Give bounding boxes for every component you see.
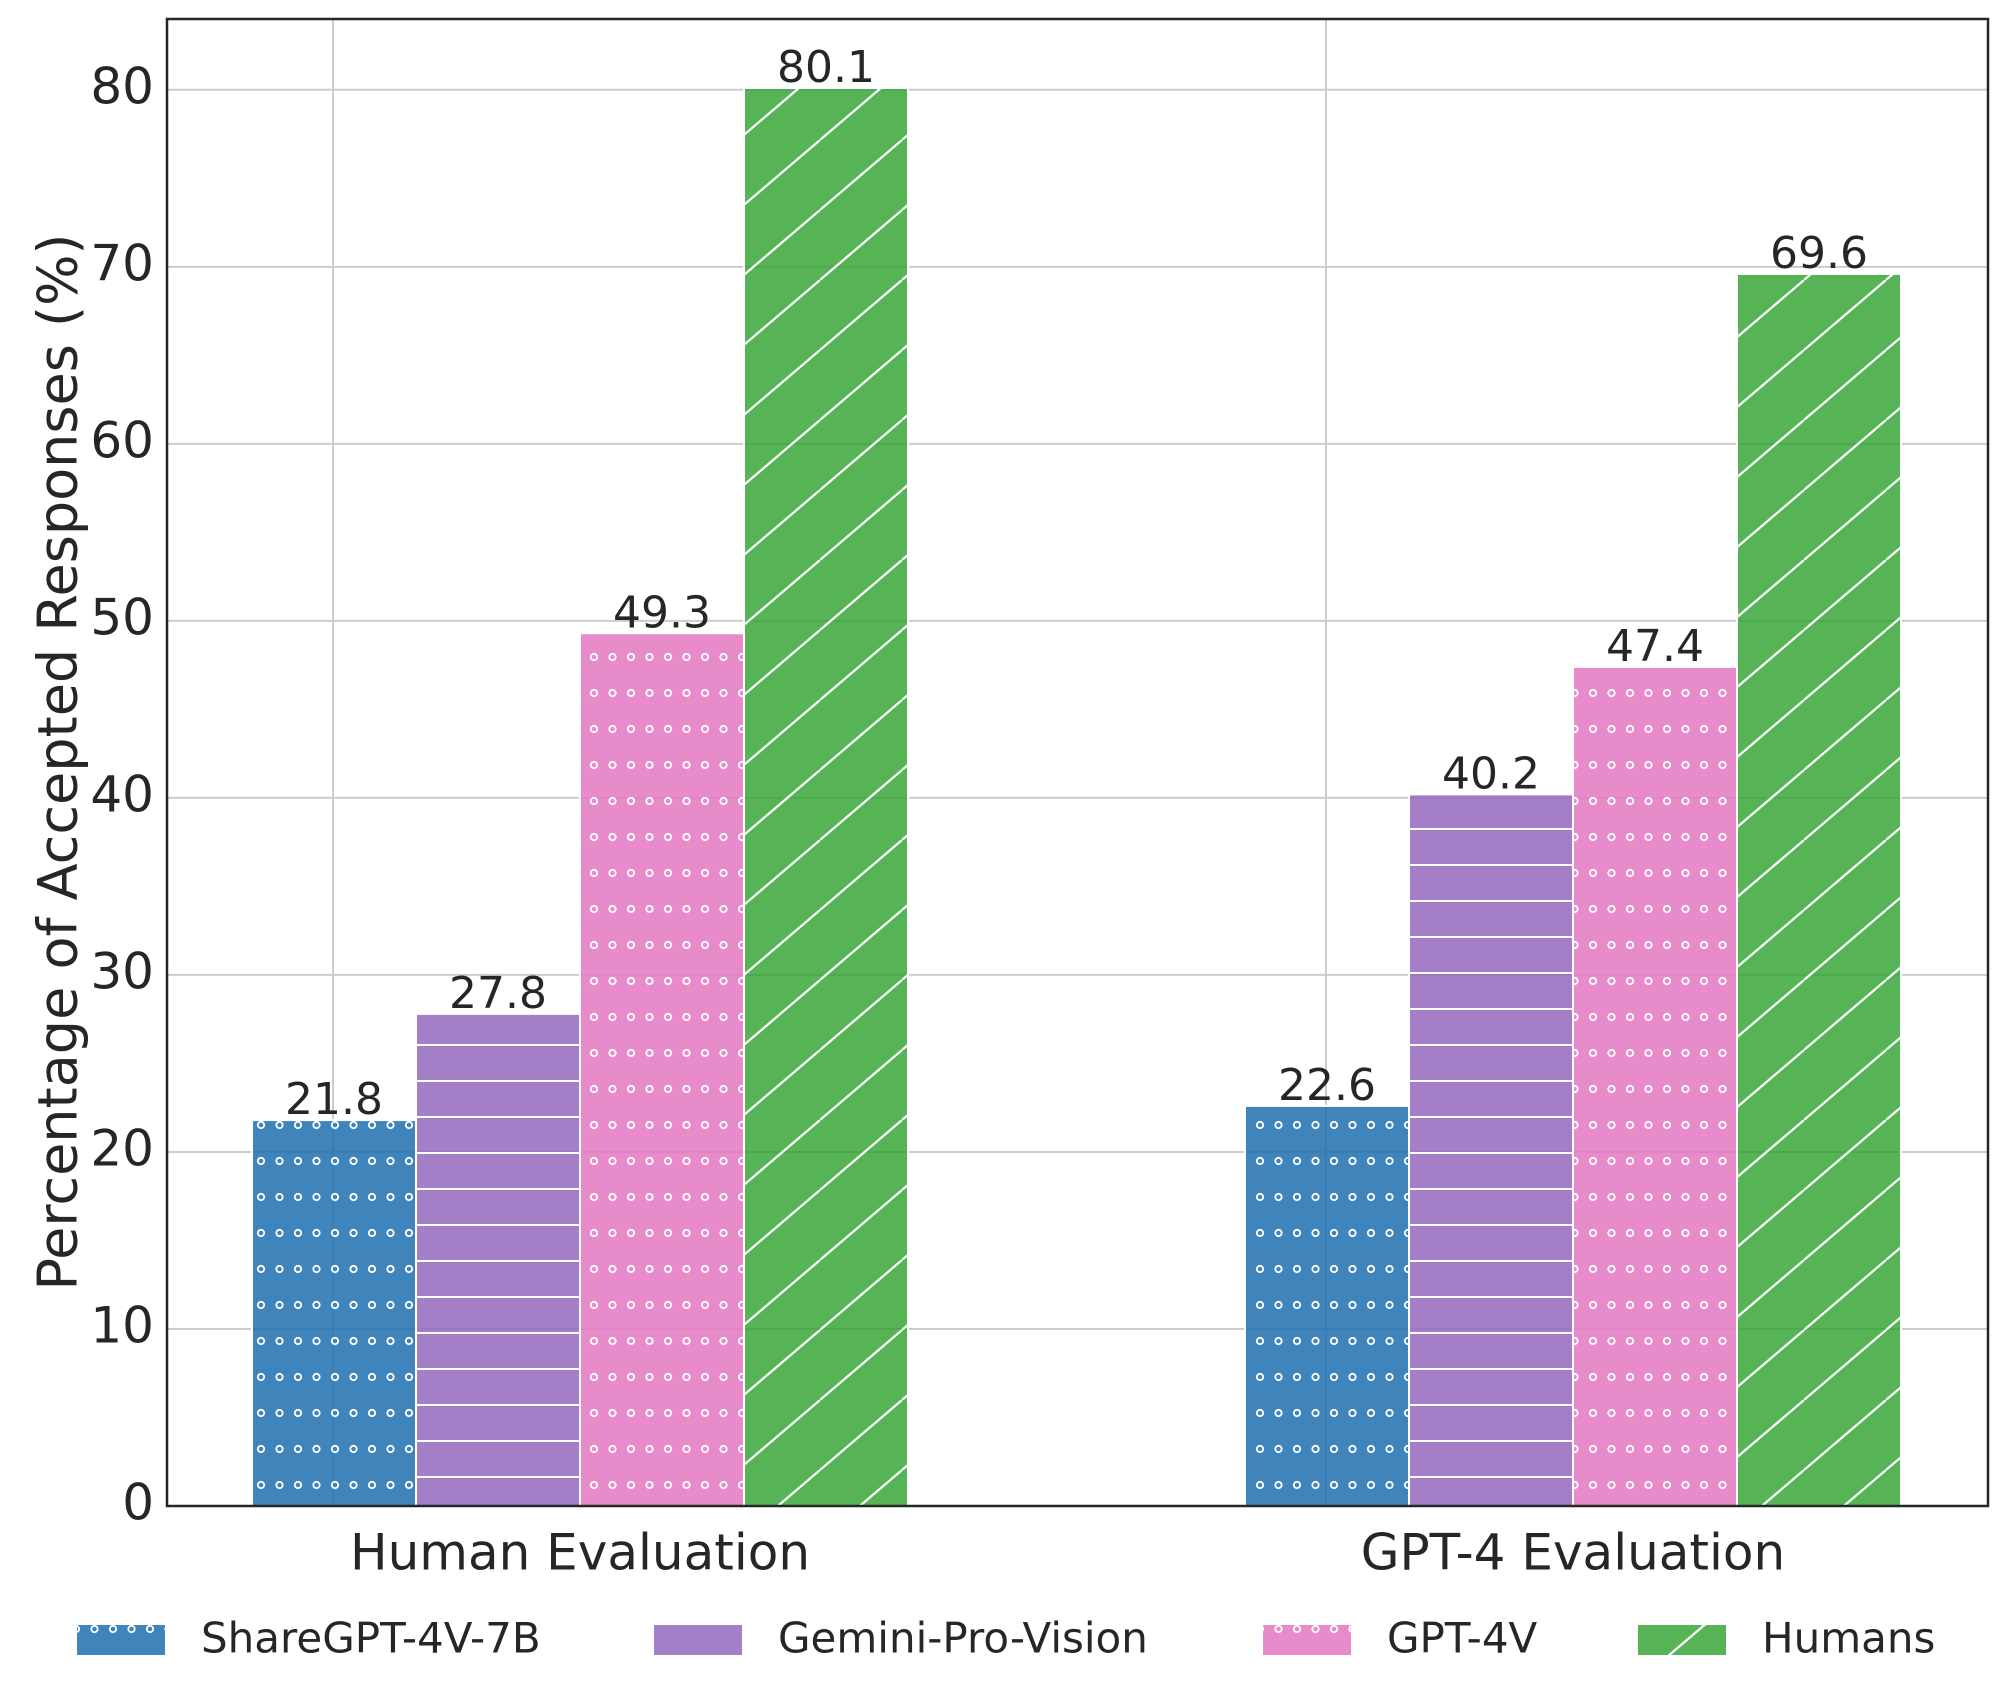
data-label: 27.8 <box>449 968 547 1019</box>
legend-item-gemini-pro-vision: Gemini-Pro-Vision <box>654 1614 1148 1663</box>
bars <box>251 87 1902 1508</box>
bar-hatch <box>252 1120 416 1506</box>
bar-sharegpt-4v-7b-1 <box>251 1119 417 1508</box>
y-tick-label: 50 <box>90 588 154 646</box>
bar-hatch <box>744 88 908 1506</box>
legend-swatch-hatch <box>1638 1625 1726 1655</box>
bar-hatch <box>1409 794 1573 1506</box>
y-axis-ticks: 0 10 20 30 40 50 60 70 80 <box>90 57 154 1531</box>
legend-label: Gemini-Pro-Vision <box>778 1614 1148 1663</box>
bar-hatch <box>1573 666 1737 1506</box>
y-axis-label: Percentage of Accepted Responses (%) <box>27 234 90 1291</box>
bar-humans-1 <box>743 87 909 1507</box>
legend-item-gpt-4v: GPT-4V <box>1263 1614 1538 1663</box>
legend-item-sharegpt-4v-7b: ShareGPT-4V-7B <box>77 1614 541 1663</box>
bar-hatch <box>1737 273 1901 1506</box>
legend-swatch-hatch <box>1263 1625 1351 1655</box>
x-tick-label: GPT-4 Evaluation <box>1361 1524 1785 1582</box>
legend-label: GPT-4V <box>1387 1614 1538 1663</box>
bar-hatch <box>1245 1105 1409 1506</box>
y-tick-label: 30 <box>90 942 154 1000</box>
y-tick-label: 60 <box>90 411 154 469</box>
y-tick-label: 10 <box>90 1296 154 1354</box>
legend: ShareGPT-4V-7B Gemini-Pro-Vision GPT-4V Hum… <box>77 1614 1935 1663</box>
plot-frame <box>165 17 1990 1508</box>
data-label: 47.4 <box>1606 621 1704 672</box>
legend-label: ShareGPT-4V-7B <box>201 1614 541 1663</box>
bar-hatch <box>580 633 744 1506</box>
bar-gpt-4v-2 <box>1572 665 1738 1507</box>
data-label: 22.6 <box>1278 1060 1376 1111</box>
legend-item-humans: Humans <box>1638 1614 1935 1663</box>
legend-swatch-hatch <box>654 1625 742 1655</box>
bar-gemini-pro-vision-1 <box>415 1012 581 1507</box>
data-label: 49.3 <box>613 587 711 638</box>
data-label: 69.6 <box>1770 228 1868 279</box>
data-label: 40.2 <box>1442 748 1540 799</box>
y-tick-label: 70 <box>90 234 154 292</box>
legend-label: Humans <box>1762 1614 1935 1663</box>
bar-sharegpt-4v-7b-2 <box>1244 1104 1410 1507</box>
y-tick-label: 20 <box>90 1119 154 1177</box>
data-label: 21.8 <box>285 1074 383 1125</box>
data-label: 80.1 <box>777 42 875 93</box>
bar-gemini-pro-vision-2 <box>1408 793 1574 1507</box>
x-axis-ticks: Human Evaluation GPT-4 Evaluation <box>350 1524 1785 1582</box>
legend-swatch-hatch <box>77 1625 165 1655</box>
bar-gpt-4v-1 <box>579 632 745 1507</box>
y-tick-label: 80 <box>90 57 154 115</box>
y-tick-label: 40 <box>90 765 154 823</box>
y-tick-label: 0 <box>122 1474 154 1532</box>
bar-hatch <box>416 1013 580 1506</box>
x-tick-label: Human Evaluation <box>350 1524 810 1582</box>
data-labels: 21.8 27.8 49.3 80.1 22.6 40.2 47.4 69.6 <box>285 42 1868 1125</box>
bar-humans-2 <box>1736 272 1902 1507</box>
